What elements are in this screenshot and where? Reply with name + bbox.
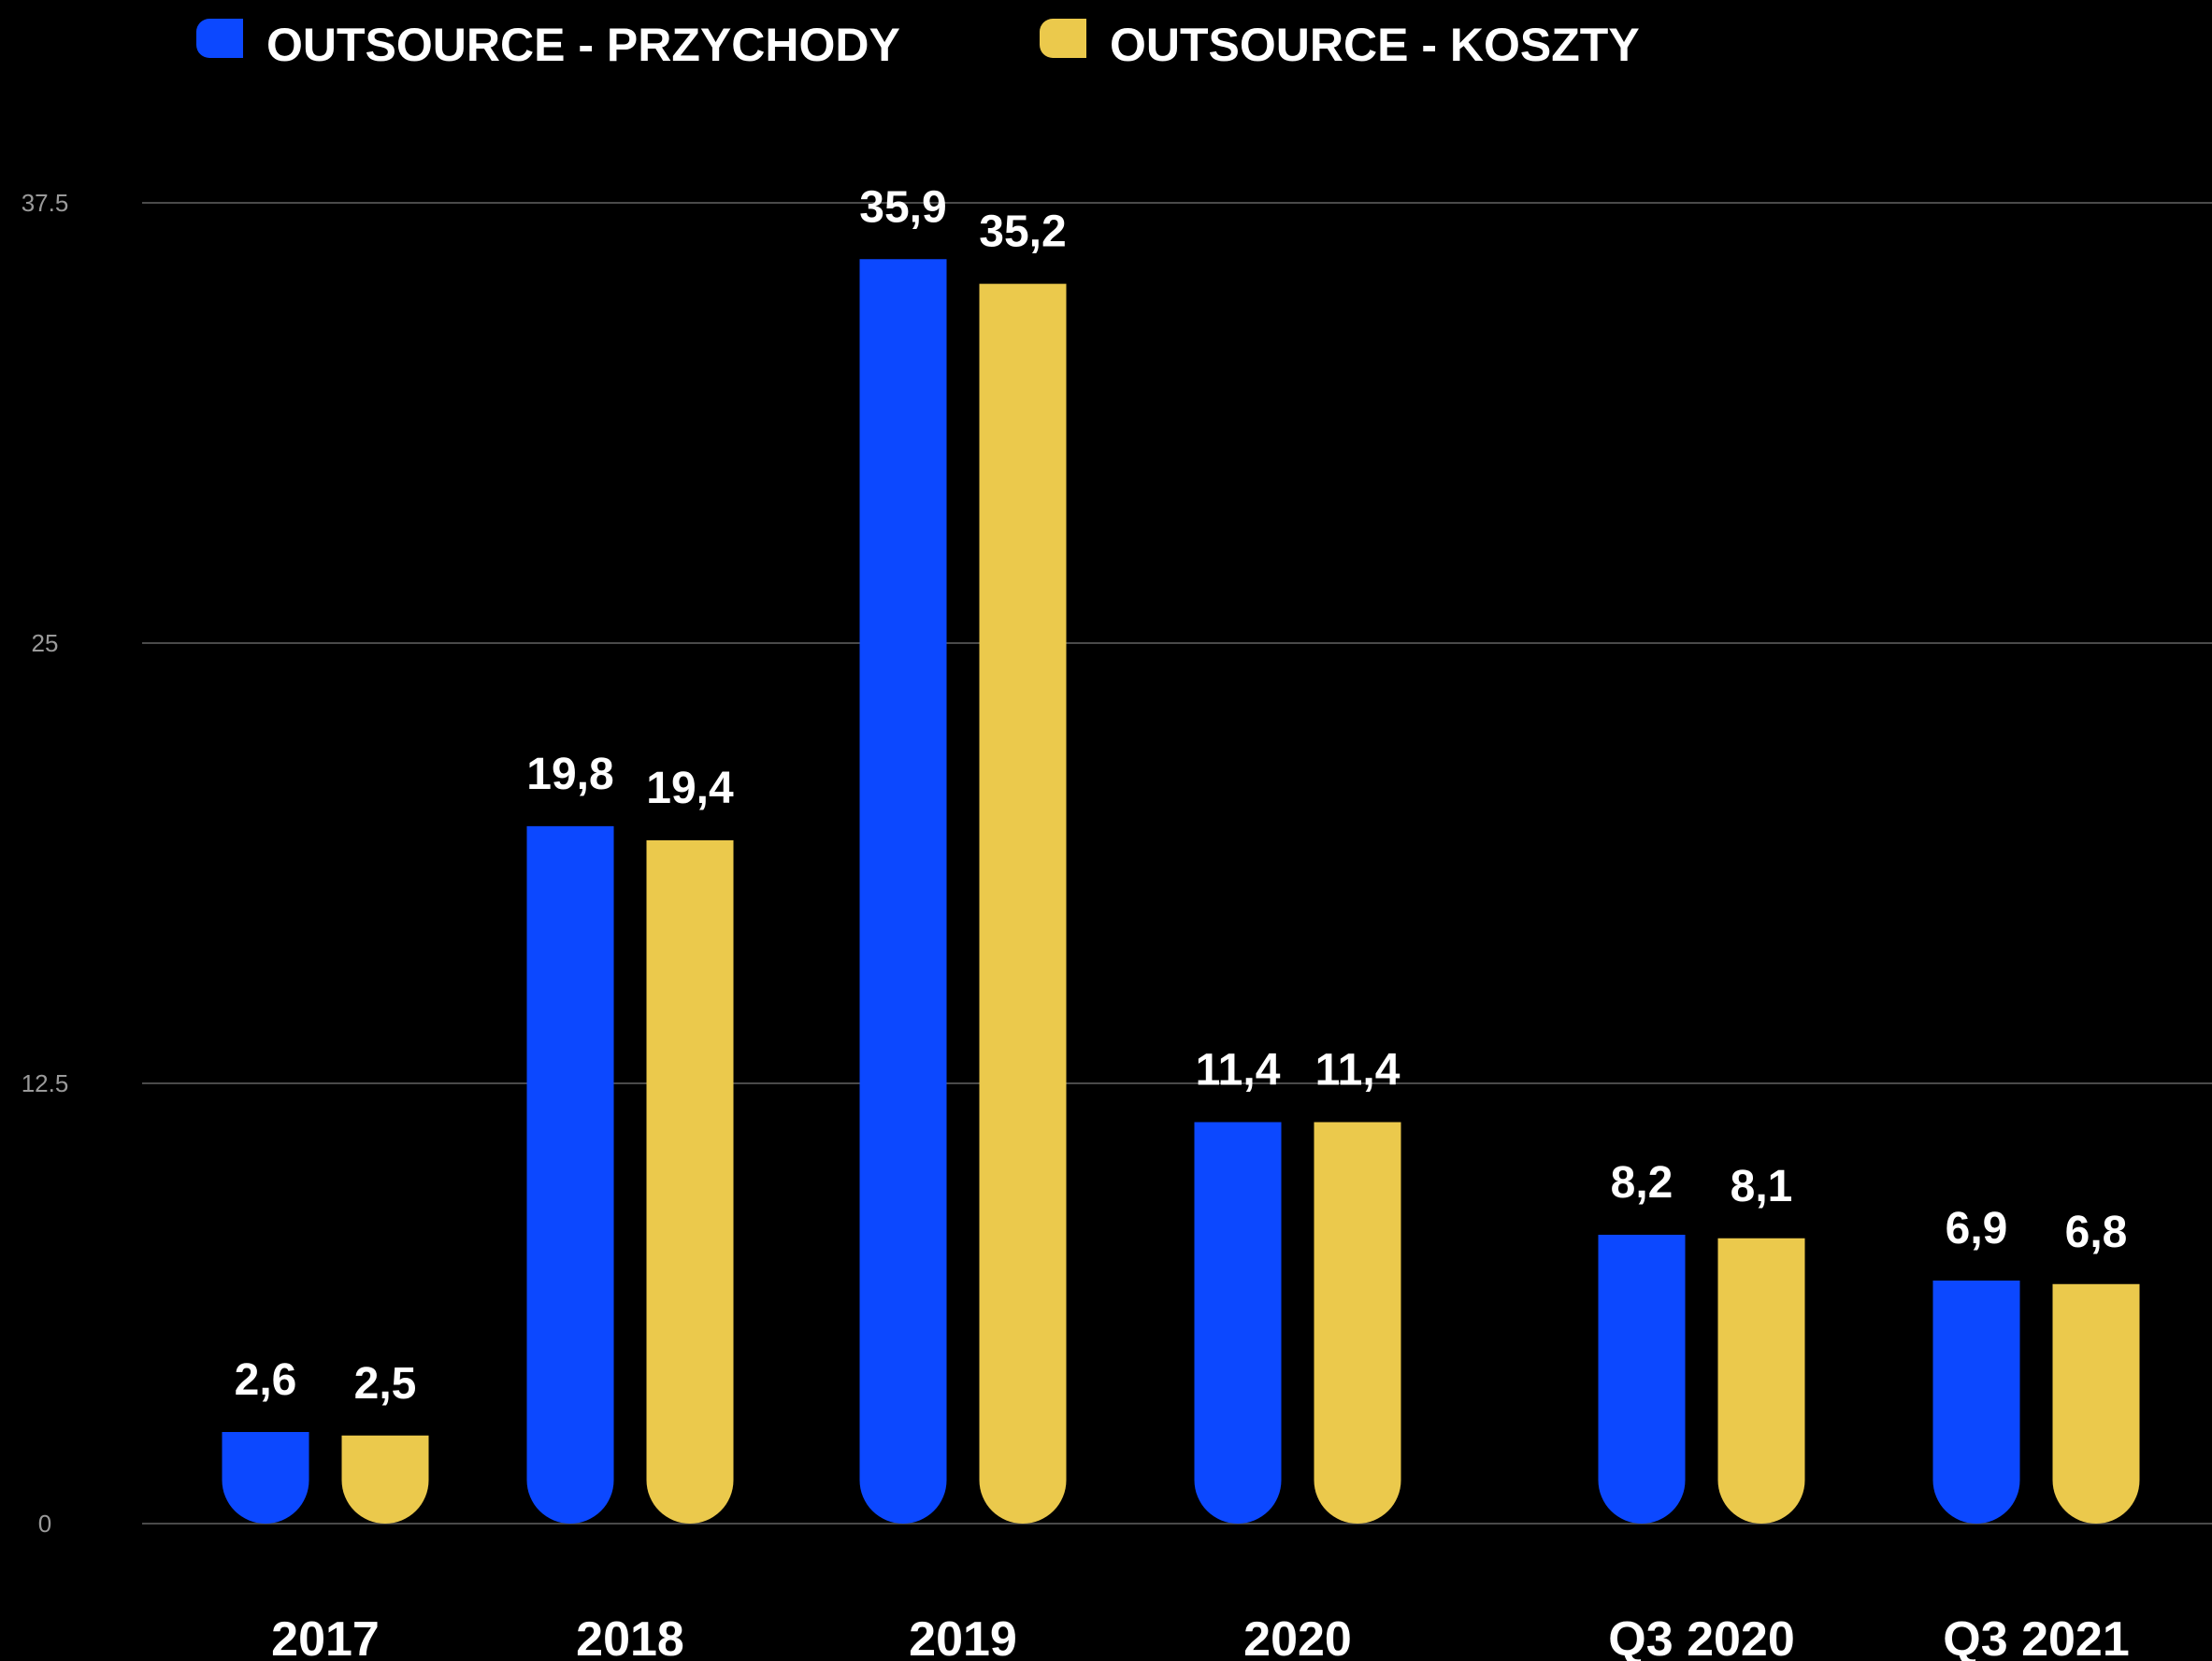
data-label: 11,4	[1196, 1045, 1281, 1095]
bar	[1717, 1238, 1805, 1524]
data-label: 6,8	[2065, 1208, 2128, 1257]
x-tick-label: 2020	[1243, 1612, 1352, 1661]
x-tick-label: 2017	[271, 1612, 380, 1661]
data-label: 35,9	[859, 182, 946, 232]
bar	[1194, 1122, 1282, 1524]
bar	[646, 840, 734, 1524]
legend-swatch	[1040, 19, 1086, 58]
legend-label: OUTSOURCE - KOSZTY	[1110, 19, 1640, 71]
x-tick-label: Q3 2021	[1943, 1612, 2130, 1661]
bar	[1314, 1122, 1401, 1524]
grid: 0 12.5 25 37.5	[22, 189, 2212, 1538]
data-label: 6,9	[1946, 1204, 2008, 1253]
bar	[341, 1435, 429, 1524]
legend: OUTSOURCE - PRZYCHODY OUTSOURCE - KOSZTY	[196, 19, 1640, 71]
data-label: 2,6	[235, 1355, 297, 1405]
y-tick-label: 0	[38, 1510, 51, 1538]
x-tick-label: Q3 2020	[1608, 1612, 1795, 1661]
y-tick-label: 37.5	[22, 189, 69, 217]
bar	[222, 1432, 309, 1524]
bar	[526, 825, 614, 1524]
data-label: 35,2	[979, 208, 1066, 257]
bar	[859, 259, 947, 1525]
data-label: 19,4	[646, 764, 734, 813]
legend-swatch	[196, 19, 243, 58]
bars	[222, 259, 2140, 1525]
bar	[979, 283, 1067, 1524]
y-tick-label: 25	[32, 629, 59, 657]
legend-label: OUTSOURCE - PRZYCHODY	[266, 19, 900, 71]
bar	[2052, 1283, 2140, 1524]
data-label: 19,8	[526, 750, 613, 799]
data-label: 11,4	[1315, 1045, 1400, 1095]
x-tick-label: 2018	[576, 1612, 684, 1661]
data-label: 2,5	[354, 1359, 417, 1409]
bar	[1932, 1281, 2020, 1524]
y-tick-label: 12.5	[22, 1069, 69, 1097]
category-axis: 2017 2018 2019 2020 Q3 2020 Q3 2021	[271, 1612, 2130, 1661]
data-label: 8,2	[1611, 1158, 1673, 1208]
data-label: 8,1	[1731, 1162, 1793, 1211]
data-labels: 2,6 19,8 35,9 11,4 8,2 6,9 2,5 19,4 35,2 11,4 8,1 6…	[235, 182, 2128, 1409]
bar	[1598, 1235, 1686, 1524]
x-tick-label: 2019	[909, 1612, 1017, 1661]
